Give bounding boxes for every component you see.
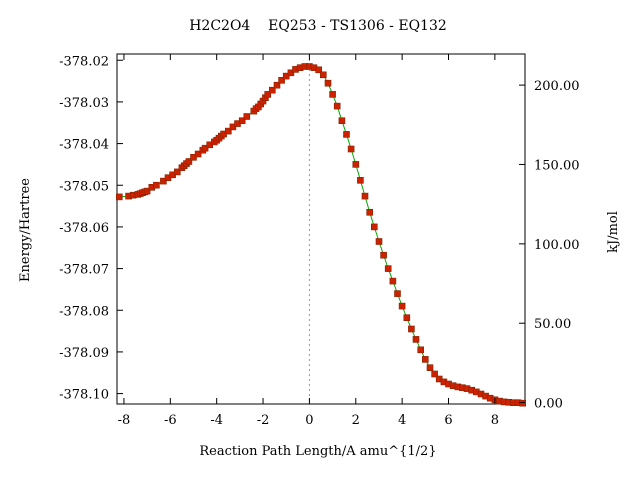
data-point (315, 66, 323, 74)
data-point (431, 370, 438, 378)
y-tick-label: -378.06 (59, 221, 109, 236)
data-point (412, 336, 420, 343)
data-point (201, 144, 209, 152)
data-point (398, 302, 406, 310)
y2-tick-label: 0.00 (534, 397, 563, 412)
x-tick-label: 4 (398, 413, 406, 428)
data-point (329, 91, 336, 98)
data-point (343, 131, 350, 138)
x-axis-label: Reaction Path Length/A amu^{1/2} (199, 444, 436, 459)
data-point (278, 77, 285, 84)
data-point (352, 161, 360, 168)
y2-tick-label: 200.00 (534, 79, 580, 94)
data-point (229, 123, 237, 131)
y2-tick-label: 150.00 (534, 158, 580, 173)
x-tick-label: -4 (210, 413, 223, 428)
y-axis-label: Energy/Hartree (18, 178, 33, 282)
series-line (119, 66, 523, 404)
x-tick-label: -8 (118, 413, 131, 428)
data-point (153, 181, 160, 189)
data-point (347, 145, 355, 153)
data-point (338, 117, 346, 124)
data-point (194, 150, 202, 158)
y-tick-label: -378.07 (59, 263, 109, 278)
x-tick-label: -2 (257, 413, 270, 428)
data-point (389, 277, 397, 285)
data-point (519, 399, 527, 407)
y-axis-ticks: -378.02 -378.03 -378.04 -378.05 -378.06 -378.… (59, 54, 123, 403)
x-tick-label: 0 (305, 413, 313, 428)
data-point (264, 91, 272, 98)
data-point (394, 290, 401, 297)
y-tick-label: -378.04 (59, 138, 109, 153)
data-point (185, 158, 193, 165)
marker-layer (116, 63, 527, 407)
data-point (384, 265, 392, 272)
y-tick-label: -378.03 (59, 96, 109, 111)
data-point (160, 177, 167, 185)
data-point (426, 364, 434, 372)
data-point (143, 187, 151, 195)
curve-layer (119, 66, 523, 404)
y-tick-label: -378.10 (59, 388, 109, 403)
y-tick-label: -378.09 (59, 346, 109, 361)
data-point (421, 356, 429, 363)
data-point (333, 102, 341, 110)
data-point (243, 113, 251, 120)
data-point (190, 154, 197, 161)
y2-axis-label: kJ/mol (606, 211, 621, 253)
chart-title: H2C2O4 EQ253 - TS1306 - EQ132 (189, 18, 447, 34)
y-tick-label: -378.05 (59, 179, 109, 194)
data-point (319, 71, 327, 79)
y-tick-label: -378.02 (59, 54, 109, 69)
x-tick-label: 6 (444, 413, 452, 428)
x-axis-ticks: -8 -6 -4 -2 0 2 4 6 8 (118, 54, 499, 428)
data-point (225, 127, 232, 135)
data-point (116, 193, 123, 201)
y2-axis-ticks: 200.00 150.00 100.00 50.00 0.00 (519, 79, 580, 412)
data-point (366, 209, 374, 216)
data-point (375, 238, 383, 245)
plot-frame (116, 53, 526, 405)
y-tick-label: -378.08 (59, 304, 109, 319)
data-point (174, 168, 181, 176)
data-point (268, 86, 276, 94)
data-point (361, 192, 369, 200)
data-point (408, 325, 415, 333)
x-tick-label: 2 (352, 413, 360, 428)
y2-tick-label: 50.00 (534, 317, 571, 332)
data-point (273, 81, 281, 89)
data-point (357, 177, 364, 184)
data-point (287, 69, 295, 77)
data-point (370, 223, 378, 231)
data-point (417, 346, 425, 354)
data-point (324, 79, 332, 87)
data-point (380, 251, 387, 259)
x-tick-label: 8 (491, 413, 499, 428)
data-point (403, 314, 411, 322)
data-point (238, 117, 246, 124)
x-tick-label: -6 (164, 413, 177, 428)
y2-tick-label: 100.00 (534, 238, 580, 253)
